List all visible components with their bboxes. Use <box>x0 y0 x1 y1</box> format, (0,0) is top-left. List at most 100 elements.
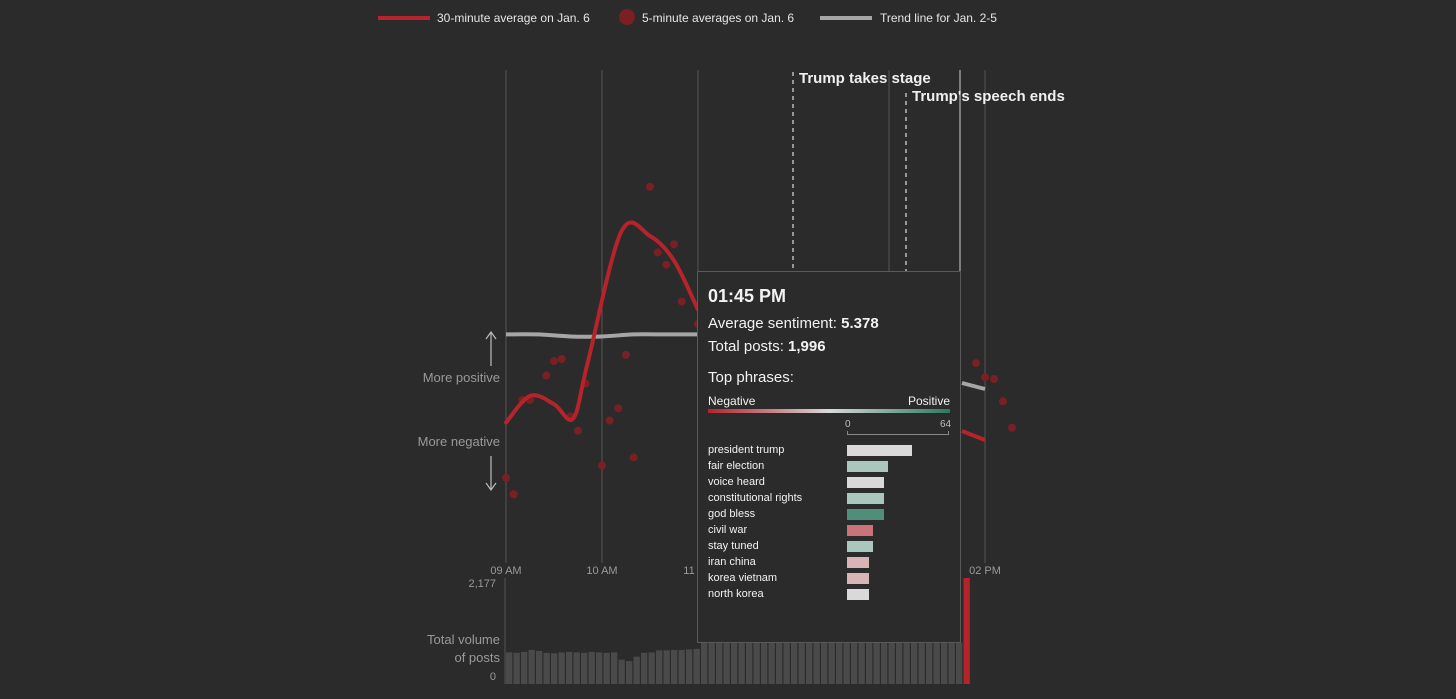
more-negative-label: More negative <box>418 434 500 449</box>
data-point <box>677 297 686 306</box>
trend-line-tail <box>961 381 986 391</box>
volume-max-label: 2,177 <box>468 578 496 590</box>
tooltip-posts-value: 1,996 <box>788 338 826 355</box>
phrase-bar <box>847 525 873 536</box>
phrase-row: fair election <box>708 459 950 475</box>
legend-line-label: 30-minute average on Jan. 6 <box>437 11 590 25</box>
data-point <box>574 426 582 435</box>
volume-bar <box>513 652 520 684</box>
volume-bars <box>506 578 970 684</box>
volume-bar <box>693 648 700 684</box>
volume-bar <box>671 649 678 684</box>
data-point <box>981 373 989 382</box>
phrase-row: civil war <box>708 523 950 539</box>
volume-bar <box>836 643 843 684</box>
phrase-label: iran china <box>708 556 756 568</box>
x-tick-label: 11 <box>683 565 694 577</box>
data-point <box>972 359 980 368</box>
volume-bar <box>588 651 595 684</box>
phrase-label: constitutional rights <box>708 492 803 504</box>
volume-bar <box>813 643 820 684</box>
volume-bar <box>948 643 955 684</box>
tooltip-phrases-title: Top phrases: <box>708 369 794 386</box>
volume-bar <box>828 643 835 684</box>
data-point <box>542 371 551 380</box>
data-point <box>622 350 630 359</box>
phrase-label: korea vietnam <box>708 572 778 584</box>
volume-bar <box>528 649 535 684</box>
phrase-bar <box>847 541 873 552</box>
sentiment-direction: More positive More negative <box>418 330 500 492</box>
phrase-bar <box>847 445 913 456</box>
event-markers: Trump takes stage Trump's speech ends <box>792 70 1065 271</box>
volume-bar <box>746 643 753 684</box>
phrase-label: god bless <box>708 508 756 520</box>
positive-label: Positive <box>907 394 950 408</box>
volume-bar <box>738 643 745 684</box>
phrase-bar <box>847 509 884 520</box>
data-point <box>653 248 662 257</box>
tone-gradient <box>708 409 950 413</box>
volume-bar <box>581 652 588 684</box>
volume-bar <box>678 649 685 684</box>
phrase-label: president trump <box>708 444 785 456</box>
volume-bar <box>603 652 610 684</box>
phrase-label: fair election <box>708 460 765 472</box>
x-axis: 09 AM 10 AM 11 02 PM <box>490 565 1000 577</box>
phrase-label: north korea <box>708 588 764 600</box>
volume-label-line1: Total volume <box>427 632 500 647</box>
volume-bar <box>776 643 783 684</box>
hover-tooltip: 01:45 PM Average sentiment: 5.378 Total … <box>697 271 961 643</box>
volume-bar <box>611 652 618 684</box>
volume-bar <box>596 652 603 684</box>
phrase-bar <box>847 461 889 472</box>
tooltip-sentiment-value: 5.378 <box>841 315 879 332</box>
volume-bar <box>896 643 903 684</box>
x-tick-label: 02 PM <box>969 565 1001 577</box>
data-point <box>598 461 606 470</box>
data-point <box>557 355 566 363</box>
data-point <box>502 473 510 482</box>
phrase-row: president trump <box>708 443 950 459</box>
phrase-label: civil war <box>708 524 748 536</box>
volume-bar <box>851 643 858 684</box>
data-point <box>605 416 614 425</box>
volume-bar <box>783 643 790 684</box>
volume-bar <box>956 643 963 684</box>
annotation-trump-takes-stage: Trump takes stage <box>799 70 931 87</box>
tooltip-sentiment-label: Average sentiment: <box>708 315 837 332</box>
volume-bar <box>791 643 798 684</box>
volume-bar <box>918 643 925 684</box>
volume-bar <box>708 643 715 684</box>
volume-bar <box>753 643 760 684</box>
volume-bar <box>903 643 910 684</box>
phrase-row: constitutional rights <box>708 491 950 507</box>
x-tick-label: 10 AM <box>586 565 617 577</box>
data-point <box>646 182 654 191</box>
phrase-row: korea vietnam <box>708 571 950 587</box>
phrase-bar <box>847 477 884 488</box>
phrase-row: voice heard <box>708 475 950 491</box>
volume-bar <box>521 651 528 684</box>
tone-scale-labels: Negative Positive <box>708 394 950 408</box>
data-point <box>670 240 678 249</box>
volume-bar <box>543 652 550 684</box>
average-line <box>504 220 700 425</box>
negative-label: Negative <box>708 394 756 408</box>
volume-bar <box>648 652 655 684</box>
legend: 30-minute average on Jan. 6 5-minute ave… <box>378 9 997 25</box>
data-point <box>614 404 623 413</box>
data-point <box>550 357 558 366</box>
volume-bar <box>633 656 640 684</box>
volume-bar <box>963 578 970 684</box>
legend-trend-label: Trend line for Jan. 2-5 <box>880 11 997 25</box>
volume-panel: 2,177 0 Total volume of posts <box>427 578 970 684</box>
phrase-bar <box>847 573 870 584</box>
volume-min-label: 0 <box>490 671 496 683</box>
phrase-row: god bless <box>708 507 950 523</box>
more-positive-label: More positive <box>423 370 500 385</box>
volume-bar <box>911 643 918 684</box>
phrase-row: iran china <box>708 555 950 571</box>
volume-bar <box>881 643 888 684</box>
